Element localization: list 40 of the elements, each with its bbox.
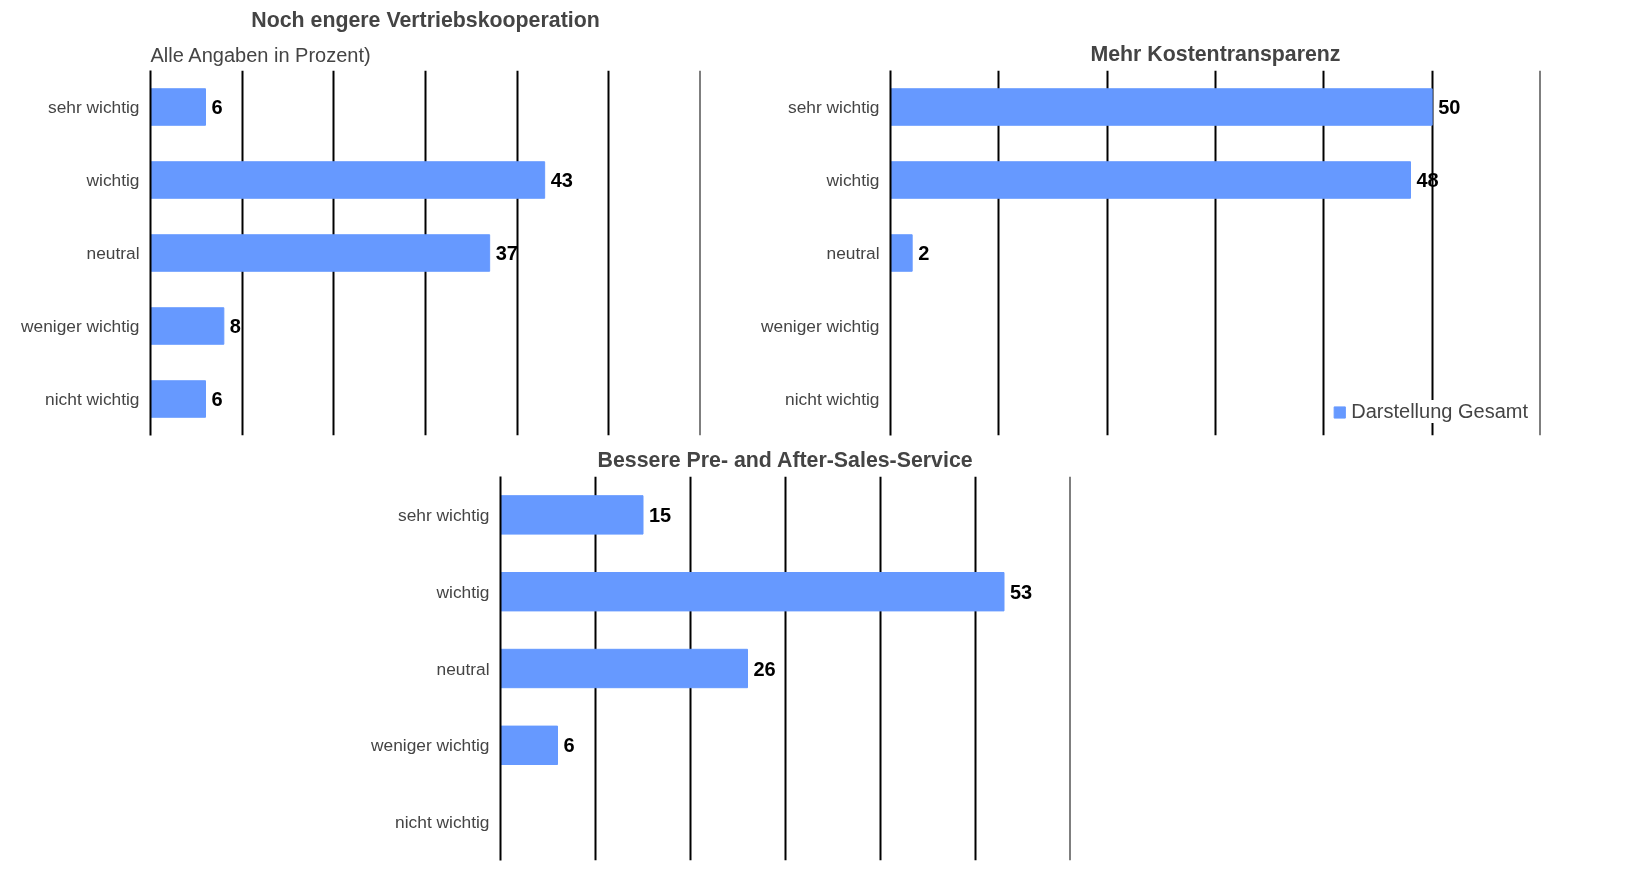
y-tick-label: neutral [86,243,140,263]
bar [150,161,546,199]
bar [150,307,225,345]
y-tick-label: neutral [436,658,490,679]
data-label: 8 [229,315,241,337]
bar [500,572,1005,612]
data-label: 6 [211,96,223,118]
y-tick-label: sehr wichtig [788,97,880,117]
chart-title: Noch engere Vertriebskooperation [251,7,600,32]
y-tick-label: neutral [826,243,880,263]
y-tick-label: nicht wichtig [45,389,140,409]
bar [500,725,558,765]
data-label: 50 [1438,96,1461,118]
bar [150,88,206,126]
y-tick-label: weniger wichtig [20,316,140,336]
data-label: 43 [550,169,573,191]
y-tick-label: wichtig [85,170,140,190]
y-tick-label: sehr wichtig [48,97,140,117]
legend-label: Darstellung Gesamt [1351,400,1528,423]
bar [150,380,206,418]
data-label: 6 [211,388,223,410]
bar [500,495,644,535]
data-label: 2 [918,242,930,264]
y-tick-label: wichtig [435,581,490,602]
chart-title: Mehr Kostentransparenz [1090,41,1341,66]
y-tick-label: sehr wichtig [398,504,490,525]
data-label: 53 [1010,580,1033,603]
data-label: 37 [495,242,518,264]
data-label: 26 [753,657,776,680]
y-tick-label: nicht wichtig [395,812,490,833]
y-tick-label: nicht wichtig [785,389,880,409]
y-tick-label: weniger wichtig [370,735,490,756]
bar [150,234,491,272]
y-tick-label: wichtig [825,170,880,190]
data-label: 15 [649,503,672,526]
y-tick-label: weniger wichtig [760,316,880,336]
text: Alle Angaben in Prozent) [150,43,371,66]
data-label: 6 [563,734,575,757]
bar [500,648,748,689]
chart-title: Bessere Pre- and After-Sales-Service [597,447,973,472]
